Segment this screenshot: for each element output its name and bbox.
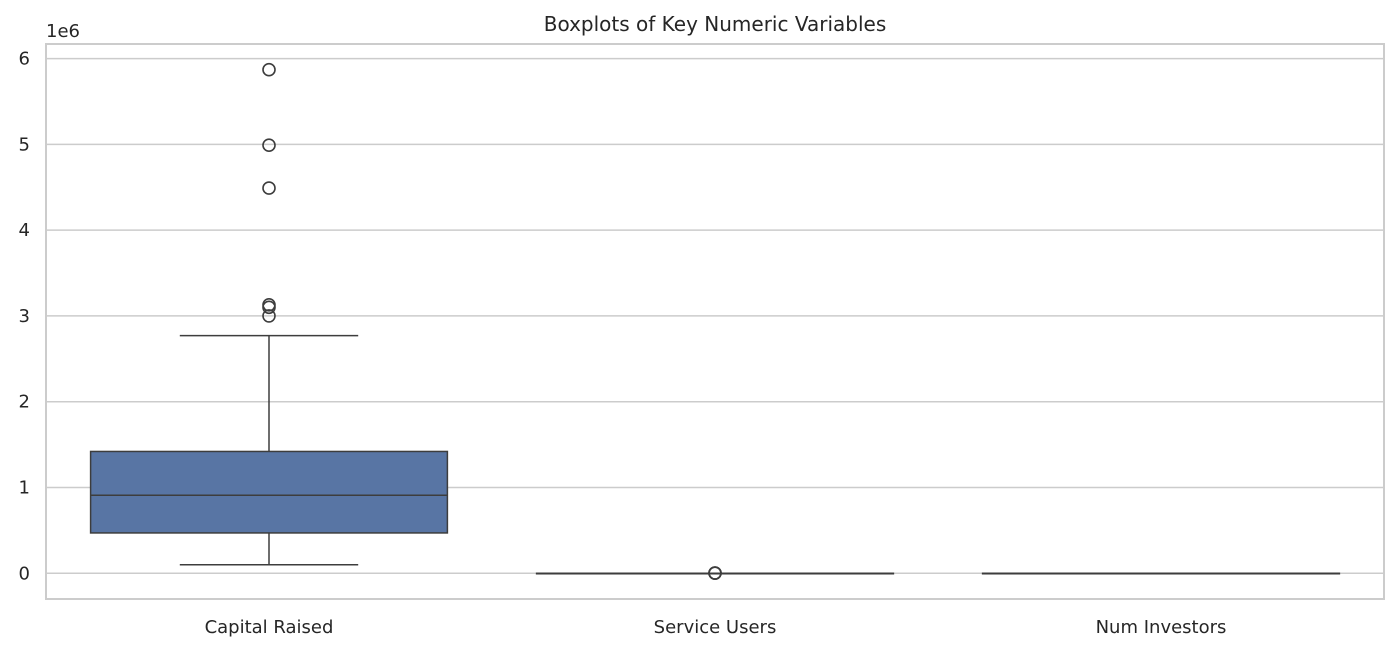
x-tick-label: Num Investors [1096,617,1227,638]
y-axis-offset-label: 1e6 [46,21,80,42]
x-tick-labels: Capital Raised Service Users Num Investors [205,617,1227,638]
y-tick-label: 6 [19,49,30,70]
box-group [89,62,449,566]
chart-title: Boxplots of Key Numeric Variables [544,12,887,36]
plot-frame [45,43,1385,600]
outlier-point [262,297,276,312]
y-tick-label: 0 [19,563,30,584]
y-tick-label: 1 [19,477,30,498]
box-group [981,572,1341,575]
x-tick-label: Capital Raised [205,617,334,638]
y-tick-label: 5 [19,134,30,155]
y-tick-labels: 0 1 2 3 4 5 6 [19,49,30,585]
x-tick-label: Service Users [654,617,777,638]
outlier-point [708,566,722,580]
outlier-point [262,309,276,323]
boxes [89,62,1341,580]
y-tick-label: 2 [19,392,30,413]
box-group [535,566,895,580]
box [89,450,449,534]
y-tick-label: 4 [19,220,30,241]
outlier-point [262,138,276,153]
outlier-point [262,181,276,195]
outlier-point [262,62,276,77]
y-tick-label: 3 [19,306,30,327]
